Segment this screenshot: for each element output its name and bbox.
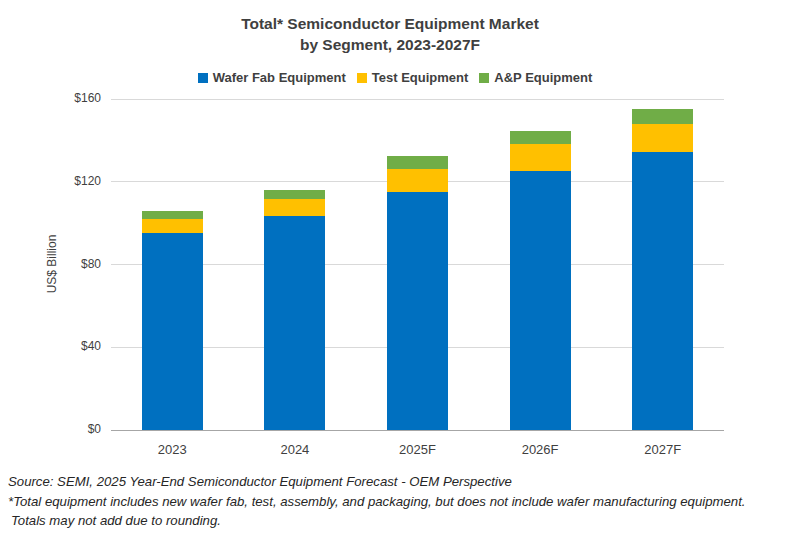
bar-segment [264,199,325,216]
rounding-note: Totals may not add due to rounding. [8,511,745,531]
bar-segment [387,156,448,169]
x-tick-label: 2027F [644,442,681,457]
bar-2023 [142,211,203,430]
bar-segment [632,124,693,152]
legend-label: Wafer Fab Equipment [213,70,346,85]
x-tick-label: 2023 [158,442,187,457]
bar-2024 [264,190,325,430]
legend-label: A&P Equipment [494,70,592,85]
y-tick-label: $160 [41,91,101,105]
bar-segment [387,169,448,192]
y-tick-label: $40 [41,339,101,353]
x-tick-label: 2026F [522,442,559,457]
plot-area: $0$40$80$120$160202320242025F2026F2027F [111,99,724,430]
bar-segment [264,190,325,199]
bar-2027F [632,109,693,430]
bar-segment [387,192,448,430]
legend-swatch-icon [198,73,208,83]
x-axis-line [111,430,724,431]
legend-label: Test Equipment [372,70,469,85]
x-tick-label: 2024 [280,442,309,457]
x-tick-label: 2025F [399,442,436,457]
chart-title-line1: Total* Semiconductor Equipment Market [0,13,780,34]
chart-canvas: Total* Semiconductor Equipment Market by… [0,0,800,553]
bar-segment [632,152,693,430]
legend-swatch-icon [357,73,367,83]
bar-segment [142,233,203,430]
bar-segment [510,131,571,144]
y-tick-label: $0 [41,422,101,436]
bar-2025F [387,156,448,430]
y-tick-label: $120 [41,174,101,188]
bar-segment [632,109,693,124]
y-tick-label: $80 [41,257,101,271]
chart-title: Total* Semiconductor Equipment Market by… [0,13,780,55]
legend: Wafer Fab Equipment Test Equipment A&P Equ… [0,70,790,85]
gridline-160 [111,99,724,100]
bar-segment [142,211,203,219]
bar-segment [510,171,571,430]
definition-note: *Total equipment includes new wafer fab,… [8,492,745,512]
footnotes: Source: SEMI, 2025 Year-End Semiconducto… [8,472,745,531]
bar-segment [142,219,203,233]
legend-swatch-icon [479,73,489,83]
source-note: Source: SEMI, 2025 Year-End Semiconducto… [8,472,745,492]
bar-segment [264,216,325,430]
bar-2026F [510,131,571,430]
legend-item-1: Test Equipment [357,70,469,85]
bar-segment [510,144,571,171]
legend-item-0: Wafer Fab Equipment [198,70,346,85]
legend-item-2: A&P Equipment [479,70,592,85]
chart-title-line2: by Segment, 2023-2027F [0,34,780,55]
